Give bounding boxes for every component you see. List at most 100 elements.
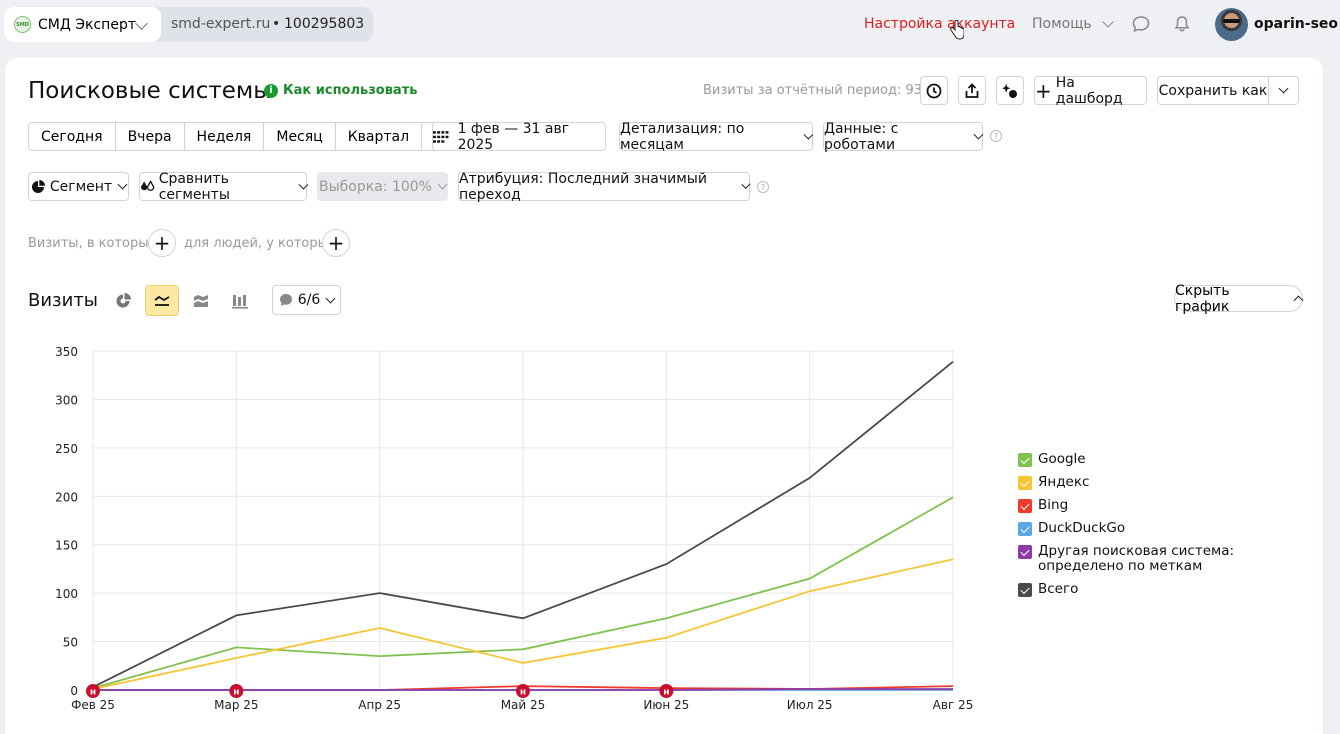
add-visit-filter-button[interactable]: + (148, 229, 176, 257)
hand-cursor-icon (950, 20, 964, 40)
x-tick-label: Мар 25 (214, 698, 258, 712)
line-chart-icon (154, 295, 170, 306)
checkbox-icon[interactable] (1018, 476, 1032, 490)
period-button[interactable]: Квартал (336, 123, 423, 150)
bar-chart-toggle[interactable] (223, 285, 257, 316)
legend-item[interactable]: Другая поисковая система: определено по … (1018, 544, 1308, 574)
period-button[interactable]: Неделя (185, 123, 265, 150)
chevron-down-icon (135, 17, 148, 30)
y-tick-label: 350 (55, 345, 78, 359)
period-selector: СегодняВчераНеделяМесяцКварталГод (28, 122, 474, 151)
legend-item[interactable]: Google (1018, 452, 1308, 467)
counter-logo-icon: SMD (14, 16, 31, 33)
chevron-down-icon (117, 179, 128, 190)
help-menu[interactable]: Помощь (1032, 15, 1114, 32)
top-bar: SMD СМД Эксперт smd-expert.ru • 10029580… (0, 0, 1340, 50)
period-button[interactable]: Месяц (264, 123, 336, 150)
add-to-dashboard-button[interactable]: + На дашборд (1034, 74, 1147, 107)
account-settings-link[interactable]: Настройка аккаунта (864, 16, 1016, 32)
checkbox-icon[interactable] (1018, 499, 1032, 513)
chevron-down-icon (1278, 83, 1289, 94)
y-tick-label: 50 (63, 636, 78, 650)
data-mode-dropdown[interactable]: Данные: с роботами (823, 120, 984, 153)
legend-label: DuckDuckGo (1038, 520, 1126, 536)
help-icon[interactable]: ? (757, 181, 769, 193)
add-people-filter-button[interactable]: + (322, 229, 350, 257)
checkbox-icon[interactable] (1018, 453, 1032, 467)
annotation-marker (516, 684, 530, 698)
pie-chart-toggle[interactable] (106, 285, 140, 316)
period-button[interactable]: Вчера (116, 123, 185, 150)
x-tick-label: Июн 25 (643, 698, 689, 712)
annotation-marker-label: н (520, 688, 526, 698)
bell-icon[interactable] (1173, 15, 1191, 33)
x-tick-label: Авг 25 (933, 698, 974, 712)
x-tick-label: Фев 25 (71, 698, 115, 712)
x-tick-label: Май 25 (501, 698, 546, 712)
checkbox-icon[interactable] (1018, 545, 1032, 559)
compare-segments-label: Сравнить сегменты (158, 170, 230, 203)
attribution-label: Атрибуция: Последний значимый переход (459, 170, 707, 203)
help-icon[interactable]: ? (990, 130, 1002, 142)
avatar[interactable] (1215, 8, 1248, 41)
detail-label: Детализация: по месяцам (620, 120, 745, 153)
legend-item[interactable]: DuckDuckGo (1018, 521, 1308, 536)
counter-selector[interactable]: SMD СМД Эксперт smd-expert.ru • 10029580… (4, 7, 373, 42)
help-label: Помощь (1032, 16, 1092, 32)
checkbox-icon[interactable] (1018, 583, 1032, 597)
ai-summary-button[interactable] (996, 76, 1024, 105)
segment-label: Сегмент (49, 178, 113, 195)
chevron-down-icon (803, 129, 814, 140)
y-tick-label: 0 (70, 684, 78, 698)
annotations-dropdown[interactable]: 6/6 (272, 285, 341, 315)
annotation-marker (86, 684, 100, 698)
legend-item[interactable]: Всего (1018, 582, 1308, 597)
counter-dropdown[interactable]: SMD СМД Эксперт (4, 7, 161, 42)
username[interactable]: oparin-seo (1254, 16, 1339, 32)
chat-icon[interactable] (1132, 15, 1150, 33)
export-button[interactable] (958, 76, 986, 105)
annotations-count: 6/6 (297, 292, 321, 308)
area-chart-toggle[interactable] (184, 285, 218, 316)
segment-dropdown[interactable]: Сегмент (28, 172, 129, 201)
legend-item[interactable]: Bing (1018, 498, 1308, 513)
hide-chart-button[interactable]: Скрыть график (1174, 283, 1304, 315)
chevron-down-icon (973, 129, 984, 140)
period-button[interactable]: Сегодня (29, 123, 116, 150)
pie-chart-icon (116, 292, 131, 307)
legend-label: Bing (1038, 497, 1069, 513)
legend-label: Google (1038, 451, 1086, 467)
save-as-button[interactable]: Сохранить как (1157, 76, 1269, 105)
detail-dropdown[interactable]: Детализация: по месяцам (619, 120, 814, 153)
annotation-marker-label: н (233, 688, 239, 698)
info-icon: i (264, 83, 278, 98)
visits-period-count: Визиты за отчётный период: 939 (703, 83, 931, 98)
annotation-marker (659, 684, 674, 698)
save-as-menu-button[interactable] (1268, 76, 1299, 105)
attribution-dropdown[interactable]: Атрибуция: Последний значимый переход (458, 170, 751, 203)
sample-dropdown[interactable]: Выборка: 100% (317, 172, 448, 201)
checkbox-icon[interactable] (1018, 522, 1032, 536)
y-tick-label: 200 (55, 490, 78, 504)
save-as-label: Сохранить как (1158, 82, 1268, 99)
add-to-dashboard-label: На дашборд (1055, 74, 1123, 107)
compare-icon (140, 179, 155, 191)
y-tick-label: 250 (55, 442, 78, 456)
compare-segments-dropdown[interactable]: Сравнить сегменты (139, 170, 308, 203)
chevron-down-icon (325, 293, 336, 303)
legend-item[interactable]: Яндекс (1018, 475, 1308, 490)
area-chart-icon (194, 294, 208, 307)
line-chart-toggle[interactable] (145, 285, 179, 316)
annotation-marker-label: н (663, 688, 669, 698)
sample-label: Выборка: 100% (319, 178, 432, 195)
chevron-down-icon (741, 179, 751, 190)
date-range-picker[interactable]: 1 фев — 31 авг 2025 (432, 121, 606, 153)
x-tick-label: Апр 25 (358, 698, 401, 712)
clock-icon (926, 83, 942, 98)
data-mode-label: Данные: с роботами (824, 120, 899, 153)
annotation-marker-label: н (90, 688, 96, 698)
counter-id: 100295803 (284, 16, 365, 32)
plus-icon: + (327, 231, 345, 255)
how-to-use-link[interactable]: i Как использовать (264, 83, 417, 98)
history-button[interactable] (920, 76, 948, 105)
